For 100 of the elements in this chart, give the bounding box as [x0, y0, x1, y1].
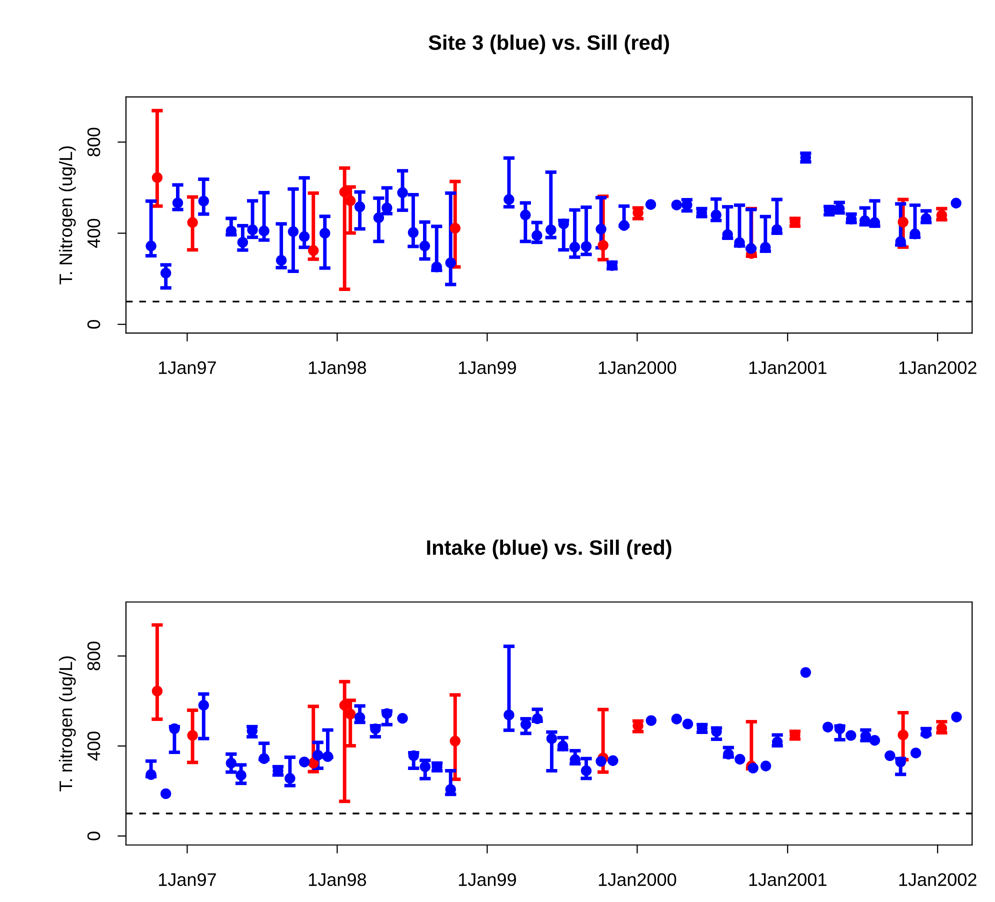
point — [895, 236, 906, 248]
y-tick-label: 0 — [87, 320, 100, 329]
y-tick-label: 0 — [87, 832, 100, 840]
y-axis-title: T. Nitrogen (ug/L) — [58, 146, 76, 284]
point — [895, 756, 906, 768]
point — [800, 667, 812, 678]
point — [884, 750, 896, 762]
point — [172, 198, 184, 208]
x-tick-label: 1Jan97 — [158, 873, 216, 886]
x-tick-label: 1Jan99 — [458, 873, 516, 886]
point — [504, 194, 514, 205]
point — [772, 224, 782, 235]
point — [198, 700, 209, 711]
point — [898, 216, 908, 228]
point — [236, 770, 246, 781]
point — [397, 712, 408, 724]
point — [760, 760, 772, 772]
point — [420, 761, 430, 772]
point — [618, 220, 630, 231]
x-tick-label: 1Jan2002 — [899, 873, 976, 886]
point — [339, 700, 350, 711]
point — [397, 187, 408, 198]
point — [226, 758, 237, 768]
point — [258, 226, 270, 236]
x-tick-label: 1Jan98 — [308, 873, 366, 886]
point — [344, 196, 356, 206]
point — [951, 712, 962, 722]
point — [382, 708, 392, 719]
point — [146, 769, 156, 780]
point — [237, 236, 248, 248]
point — [419, 240, 430, 252]
point — [671, 714, 682, 724]
point — [160, 268, 172, 278]
point — [846, 730, 856, 741]
point — [504, 710, 514, 720]
point — [950, 198, 962, 208]
point — [312, 750, 324, 761]
point — [671, 200, 682, 210]
point — [288, 226, 299, 237]
point — [646, 715, 657, 726]
point — [322, 751, 334, 762]
y-tick-label: 800 — [87, 642, 100, 670]
point — [445, 257, 456, 268]
y-axis-title: T. nitrogen (ug/L) — [58, 656, 76, 792]
point — [596, 756, 606, 767]
point — [187, 730, 198, 741]
x-tick-label: 1Jan2001 — [749, 873, 826, 886]
point — [450, 736, 460, 746]
point — [339, 186, 350, 198]
point — [276, 254, 287, 266]
x-tick-label: 1Jan2001 — [749, 361, 826, 374]
point — [520, 210, 531, 220]
chart-title: Intake (blue) vs. Sill (red) — [427, 540, 672, 560]
point — [169, 723, 180, 734]
chart-title: Site 3 (blue) vs. Sill (red) — [428, 34, 669, 54]
x-tick-label: 1Jan97 — [158, 361, 216, 374]
point — [558, 218, 569, 230]
point — [734, 754, 746, 765]
point — [247, 224, 258, 236]
x-tick-label: 1Jan98 — [308, 361, 366, 374]
point — [822, 722, 834, 732]
point — [580, 241, 592, 252]
point — [645, 199, 656, 210]
point — [546, 224, 556, 236]
y-tick-label: 400 — [87, 732, 100, 761]
point — [608, 755, 618, 766]
point — [682, 718, 694, 730]
point — [869, 735, 880, 746]
point — [152, 172, 163, 183]
point — [258, 753, 270, 764]
point — [834, 724, 846, 734]
point — [408, 227, 419, 238]
point — [284, 773, 296, 784]
point — [722, 229, 733, 240]
y-tick-label: 400 — [87, 218, 100, 248]
point — [187, 217, 198, 228]
point — [532, 230, 542, 241]
point — [546, 733, 558, 744]
point — [910, 228, 920, 240]
point — [320, 228, 330, 239]
point — [910, 748, 922, 758]
point — [596, 224, 606, 234]
point — [569, 242, 580, 252]
point — [152, 686, 163, 696]
point — [354, 201, 366, 212]
point — [344, 708, 356, 720]
y-tick-label: 800 — [87, 128, 100, 156]
point — [373, 212, 384, 224]
point — [408, 750, 419, 762]
point — [298, 756, 310, 768]
point — [580, 765, 592, 776]
point — [682, 200, 692, 210]
x-tick-label: 1Jan2000 — [598, 361, 676, 374]
point — [898, 730, 908, 740]
point — [382, 202, 392, 214]
point — [308, 245, 319, 256]
point — [723, 748, 734, 760]
x-tick-label: 1Jan99 — [458, 361, 516, 374]
point — [598, 240, 608, 251]
point — [198, 196, 209, 206]
